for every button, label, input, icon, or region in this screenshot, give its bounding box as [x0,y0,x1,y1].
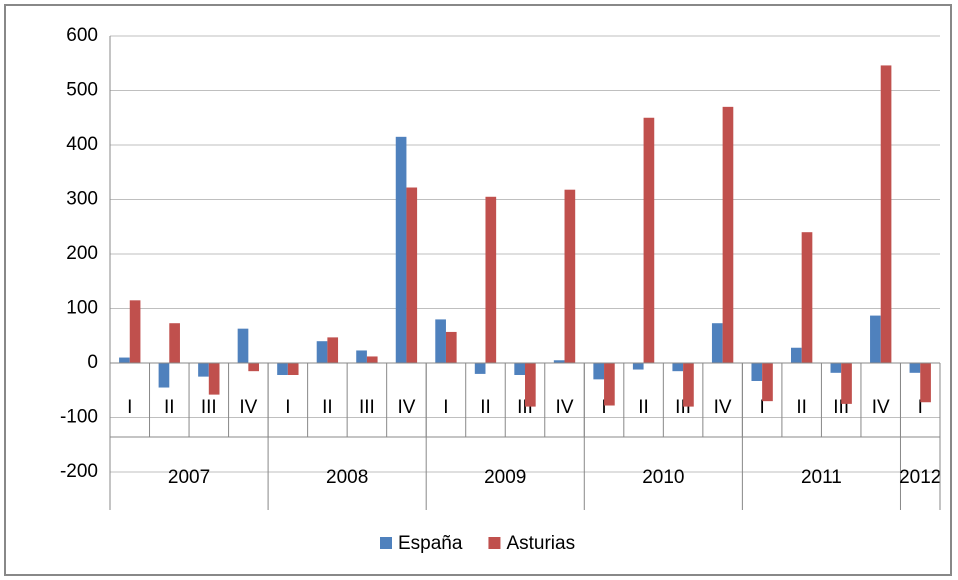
x-tick-label: I [127,397,132,418]
bar [485,196,497,363]
y-tick-label: 200 [66,243,98,264]
x-tick-label: I [443,397,448,418]
group-label: 2008 [326,467,368,488]
y-tick-label: 600 [66,25,98,46]
chart-frame [4,4,952,576]
bar [169,323,180,363]
bar [683,363,694,407]
bar [870,315,881,363]
group-label: 2011 [801,467,842,488]
y-tick-label: 100 [66,298,98,319]
bar [158,363,170,388]
bar [553,360,565,363]
x-tick-label: IV [714,397,732,418]
bar [248,363,260,372]
bar [790,347,802,363]
x-tick-label: II [164,397,175,418]
x-tick-label: III [201,397,217,418]
x-tick-label: II [322,397,333,418]
bar [316,341,328,363]
x-tick-label: II [796,397,807,418]
x-tick-label: IV [556,397,574,418]
x-tick-label: I [918,397,923,418]
bar [445,331,457,363]
x-tick-label: IV [239,397,257,418]
x-tick-label: III [359,397,375,418]
group-label: 2007 [168,467,210,488]
bar [277,363,288,375]
bar [287,363,299,375]
bar [672,363,684,372]
y-tick-label: 400 [66,134,98,155]
bar [406,187,418,363]
bar [880,65,892,364]
bar [208,363,220,395]
bar [514,363,525,375]
legend-swatch [488,537,501,549]
bar [237,328,249,363]
legend-swatch [380,537,392,549]
bar [830,363,842,373]
bar [525,363,536,407]
x-tick-label: II [638,397,649,418]
x-tick-label: IV [872,397,890,418]
bar [474,363,486,374]
y-tick-label: 300 [66,189,98,210]
bar [395,136,407,363]
bar [564,189,576,363]
bar [722,106,734,363]
x-tick-label: II [480,397,491,418]
bar [801,232,813,363]
bar [356,350,367,363]
bar [327,337,339,363]
legend-label: Asturias [506,533,575,554]
bar [119,357,130,363]
x-tick-label: IV [397,397,415,418]
bar [366,356,378,363]
x-tick-label: I [285,397,290,418]
bar [643,117,655,363]
legend-label: España [398,533,463,554]
bar [604,363,615,406]
bar [435,319,446,363]
bar [841,363,852,404]
bar [198,363,209,377]
bar [129,300,141,363]
bar [920,363,931,403]
bar [711,323,723,363]
bar [593,363,605,380]
bar [751,363,763,381]
group-label: 2009 [484,467,526,488]
y-tick-label: -200 [60,461,98,482]
bar [632,363,644,370]
group-label: 2012 [899,467,941,488]
group-label: 2010 [642,467,684,488]
x-tick-label: I [760,397,765,418]
x-tick-label: I [601,397,606,418]
y-tick-label: 0 [87,352,98,373]
bar [762,363,773,402]
y-tick-label: -100 [60,407,98,428]
y-tick-label: 500 [66,80,98,101]
bar [909,363,921,373]
